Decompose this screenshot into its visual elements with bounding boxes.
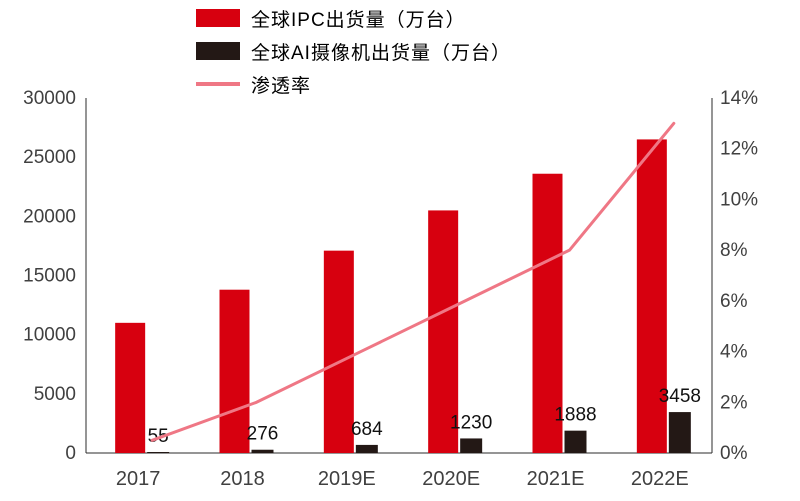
ipc-bar xyxy=(532,173,563,453)
chart-legend: 全球IPC出货量（万台） 全球AI摄像机出货量（万台） 渗透率 xyxy=(196,6,511,97)
penetration-rate-line xyxy=(150,121,676,442)
right-axis-tick-label: 14% xyxy=(720,88,758,109)
ai-camera-value-label: 684 xyxy=(351,419,383,440)
ipc-bar xyxy=(428,210,459,453)
x-axis-category-label: 2020E xyxy=(422,468,480,490)
right-axis-tick-label: 4% xyxy=(720,342,748,363)
right-axis-tick-label: 12% xyxy=(720,139,758,160)
left-axis-tick-label: 0 xyxy=(65,443,76,464)
left-axis-tick-label: 5000 xyxy=(34,384,76,405)
legend-marker-penetration-icon xyxy=(196,82,240,86)
x-axis-category-label: 2021E xyxy=(527,468,585,490)
left-axis-tick-label: 20000 xyxy=(23,206,76,227)
right-axis-tick-label: 2% xyxy=(720,392,748,413)
left-axis-tick-label: 10000 xyxy=(23,325,76,346)
legend-item-ai-camera: 全球AI摄像机出货量（万台） xyxy=(196,39,511,64)
right-axis-tick-label: 8% xyxy=(720,240,748,261)
legend-label-ai-camera: 全球AI摄像机出货量（万台） xyxy=(251,42,511,64)
left-axis-tick-label: 15000 xyxy=(23,266,76,287)
ai-camera-value-label: 55 xyxy=(148,426,169,447)
x-axis-category-label: 2019E xyxy=(318,468,376,490)
ipc-bar xyxy=(219,289,250,453)
ipc-bar xyxy=(636,139,667,453)
ai-camera-value-label: 276 xyxy=(247,424,279,445)
x-axis-category-label: 2017 xyxy=(116,468,161,490)
legend-item-penetration: 渗透率 xyxy=(196,72,511,97)
ai-camera-bar xyxy=(668,412,691,453)
left-axis-tick-label: 25000 xyxy=(23,147,76,168)
left-axis-tick-label: 30000 xyxy=(23,88,76,109)
ipc-bar xyxy=(115,322,146,453)
legend-label-ipc: 全球IPC出货量（万台） xyxy=(251,9,466,31)
x-axis-category-label: 2018 xyxy=(220,468,265,490)
ai-camera-bar xyxy=(355,444,378,453)
x-axis-category-label: 2022E xyxy=(631,468,689,490)
ai-camera-value-label: 1888 xyxy=(554,405,596,426)
legend-label-penetration: 渗透率 xyxy=(251,75,312,97)
ai-camera-bar xyxy=(460,438,483,453)
right-axis-tick-label: 6% xyxy=(720,291,748,312)
ai-camera-bar xyxy=(147,452,170,453)
ipc-bar xyxy=(323,250,354,453)
ai-camera-bar xyxy=(251,449,274,453)
legend-item-ipc: 全球IPC出货量（万台） xyxy=(196,6,511,31)
right-axis-tick-label: 0% xyxy=(720,443,748,464)
legend-marker-ipc-icon xyxy=(196,9,240,27)
right-axis-tick-label: 10% xyxy=(720,189,758,210)
ai-camera-value-label: 3458 xyxy=(659,386,701,407)
legend-marker-ai-camera-icon xyxy=(196,42,240,60)
ai-camera-bar xyxy=(564,430,587,453)
ai-camera-value-label: 1230 xyxy=(450,412,492,433)
